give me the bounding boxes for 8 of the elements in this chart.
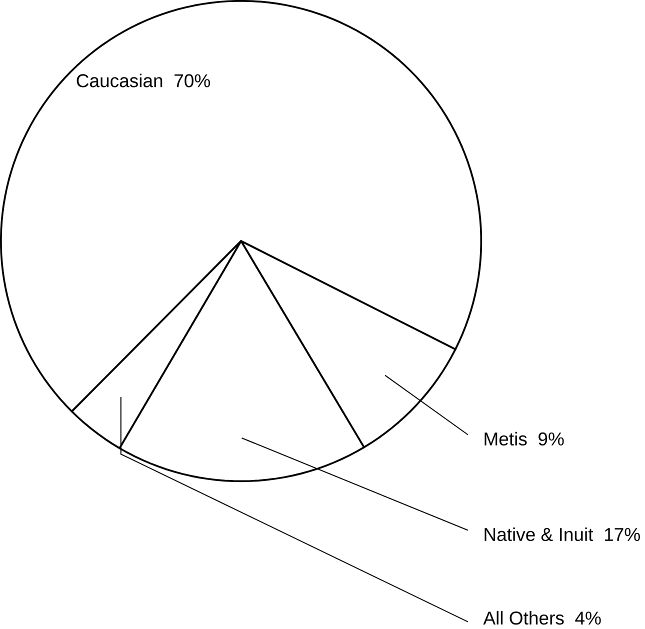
slice-label: Native & Inuit bbox=[484, 527, 594, 542]
data-label: 9% bbox=[538, 432, 564, 446]
slice-label: All Others bbox=[483, 611, 564, 625]
data-label: 17% bbox=[604, 528, 640, 541]
data-label: 70% bbox=[174, 74, 210, 88]
data-label: 4% bbox=[575, 612, 601, 625]
slice-label: Caucasian bbox=[76, 74, 162, 88]
slice-label: Metis bbox=[484, 432, 527, 446]
